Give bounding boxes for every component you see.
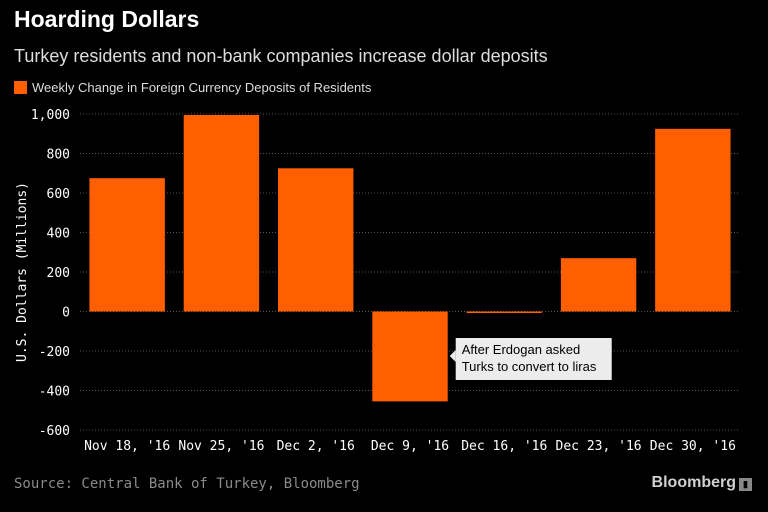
y-tick-label: 600 <box>47 187 70 202</box>
annotation-text: Turks to convert to liras <box>462 359 597 374</box>
x-tick-label: Dec 2, '16 <box>277 439 355 454</box>
y-tick-label: -600 <box>39 424 70 439</box>
chart-subtitle: Turkey residents and non-bank companies … <box>14 46 548 66</box>
bar <box>183 114 260 312</box>
y-tick-label: 800 <box>47 148 70 163</box>
y-tick-label: 0 <box>62 306 70 321</box>
bar <box>466 311 542 313</box>
annotation-text: After Erdogan asked <box>462 342 581 357</box>
bar <box>560 258 637 312</box>
x-tick-label: Dec 16, '16 <box>461 439 547 454</box>
y-axis-label: U.S. Dollars (Millions) <box>15 182 30 362</box>
y-tick-label: -200 <box>39 345 70 360</box>
bar <box>372 311 448 402</box>
bar <box>89 178 165 312</box>
x-tick-label: Dec 9, '16 <box>371 439 449 454</box>
y-tick-label: -400 <box>39 385 70 400</box>
chart-title: Hoarding Dollars <box>14 6 200 32</box>
legend-label: Weekly Change in Foreign Currency Deposi… <box>32 79 372 95</box>
legend-swatch <box>14 80 27 94</box>
bar <box>278 168 354 312</box>
annotation-box <box>455 338 612 380</box>
y-tick-label: 400 <box>47 227 70 242</box>
x-tick-label: Nov 25, '16 <box>178 439 264 454</box>
source-note: Source: Central Bank of Turkey, Bloomber… <box>14 476 360 492</box>
x-tick-label: Nov 18, '16 <box>84 439 170 454</box>
legend: Weekly Change in Foreign Currency Deposi… <box>14 79 371 95</box>
bloomberg-terminal-icon: ▮ <box>739 478 752 491</box>
annotation-pointer <box>449 350 456 362</box>
x-tick-label: Dec 23, '16 <box>556 439 642 454</box>
bar <box>655 128 731 312</box>
y-tick-label: 200 <box>47 266 70 281</box>
bloomberg-logo: Bloomberg <box>651 474 736 491</box>
x-tick-label: Dec 30, '16 <box>650 439 736 454</box>
y-tick-label: 1,000 <box>31 108 70 123</box>
